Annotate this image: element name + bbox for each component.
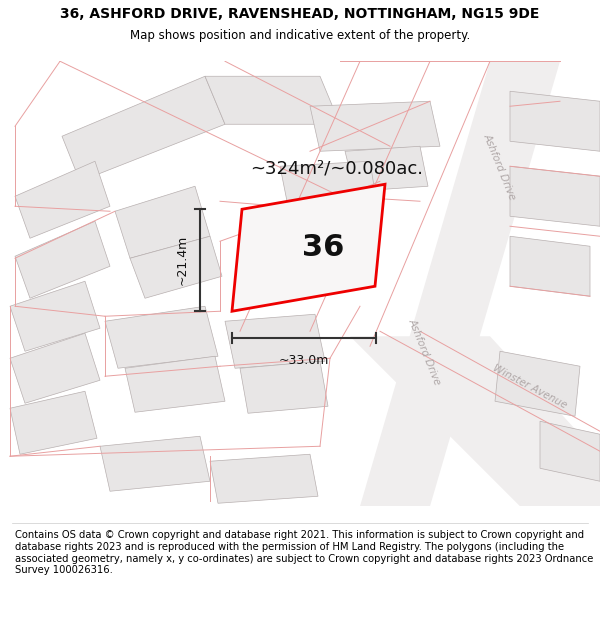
Text: Map shows position and indicative extent of the property.: Map shows position and indicative extent… [130, 29, 470, 42]
Polygon shape [225, 314, 325, 368]
Polygon shape [10, 281, 100, 351]
Text: ~33.0m: ~33.0m [279, 354, 329, 367]
Polygon shape [10, 391, 97, 454]
Polygon shape [310, 101, 440, 151]
Polygon shape [130, 236, 222, 298]
Polygon shape [125, 356, 225, 412]
Text: 36: 36 [302, 233, 344, 262]
Polygon shape [540, 421, 600, 481]
Text: ~21.4m: ~21.4m [176, 235, 188, 286]
Polygon shape [205, 76, 340, 124]
Text: ~324m²/~0.080ac.: ~324m²/~0.080ac. [250, 159, 423, 177]
Polygon shape [510, 236, 590, 296]
Polygon shape [350, 336, 600, 516]
Text: 36, ASHFORD DRIVE, RAVENSHEAD, NOTTINGHAM, NG15 9DE: 36, ASHFORD DRIVE, RAVENSHEAD, NOTTINGHA… [61, 8, 539, 21]
Text: Ashford Drive: Ashford Drive [407, 316, 443, 386]
Polygon shape [305, 211, 370, 256]
Polygon shape [15, 161, 110, 238]
Polygon shape [495, 351, 580, 416]
Text: Contains OS data © Crown copyright and database right 2021. This information is : Contains OS data © Crown copyright and d… [15, 531, 593, 575]
Polygon shape [62, 76, 225, 181]
Polygon shape [115, 186, 210, 258]
Polygon shape [510, 91, 600, 151]
Polygon shape [345, 146, 428, 191]
Polygon shape [210, 454, 318, 503]
Polygon shape [240, 361, 328, 413]
Polygon shape [105, 306, 218, 368]
Polygon shape [280, 161, 378, 216]
Text: Winster Avenue: Winster Avenue [491, 362, 569, 410]
Polygon shape [10, 333, 100, 403]
Text: Ashford Drive: Ashford Drive [482, 131, 518, 201]
Polygon shape [232, 184, 385, 311]
Polygon shape [15, 221, 110, 298]
Polygon shape [360, 61, 560, 506]
Polygon shape [510, 166, 600, 226]
Polygon shape [100, 436, 210, 491]
